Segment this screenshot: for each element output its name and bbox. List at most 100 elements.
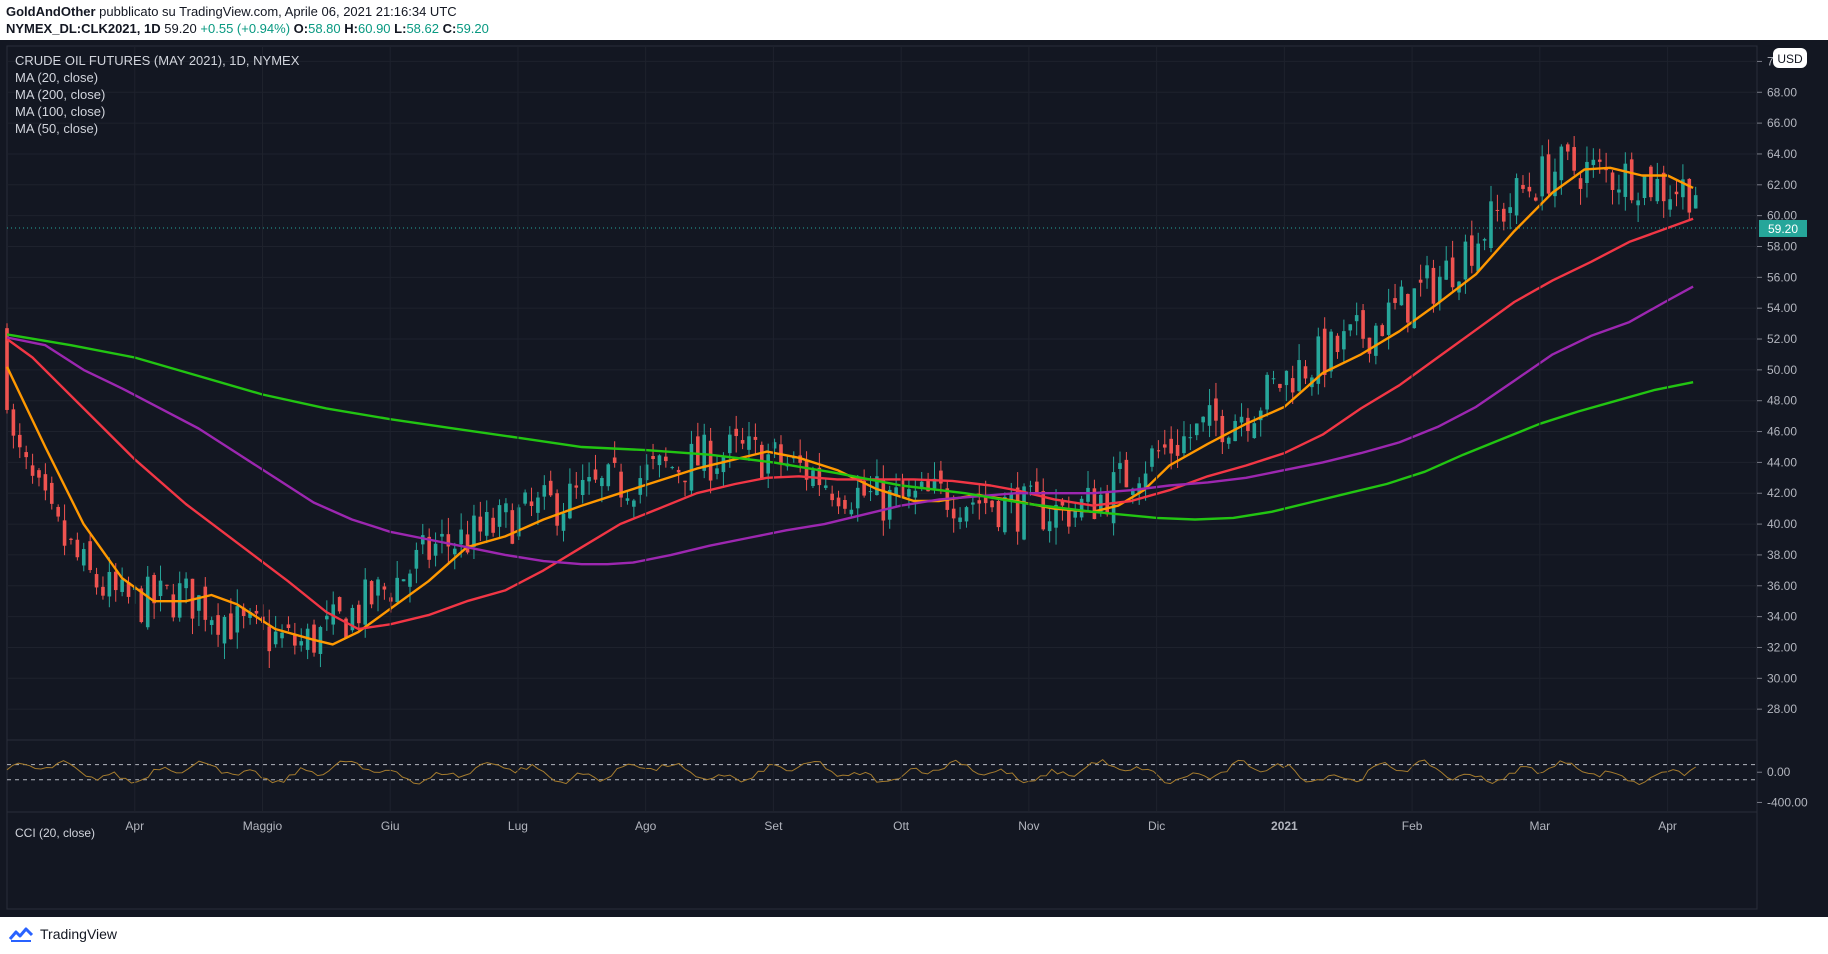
candle-body	[1533, 197, 1538, 201]
candle-body	[958, 517, 962, 522]
candle-body	[836, 497, 841, 507]
y-tick-label: 32.00	[1767, 640, 1797, 654]
candle-body	[587, 477, 591, 482]
legend-ma50[interactable]: MA (50, close)	[15, 121, 98, 136]
candle-body	[1073, 510, 1078, 518]
candle-body	[1226, 437, 1231, 444]
candle-body	[184, 578, 188, 589]
candle-body	[1118, 463, 1122, 469]
candle-body	[62, 520, 67, 546]
symbol-name[interactable]: NYMEX_DL:CLK2021, 1D	[6, 21, 161, 36]
candle-body	[1386, 302, 1391, 335]
last-price-badge	[1759, 219, 1807, 237]
candle-body	[1546, 154, 1551, 194]
candle-body	[1271, 378, 1276, 380]
candle-body	[120, 579, 124, 592]
candle-body	[523, 492, 527, 504]
candle-body	[312, 624, 316, 653]
candle-body	[1207, 405, 1212, 426]
candle-body	[670, 467, 675, 469]
candle-body	[817, 467, 822, 486]
candle-body	[504, 503, 508, 513]
candle-body	[747, 436, 751, 450]
candle-body	[644, 464, 649, 481]
y-tick-label: 54.00	[1767, 301, 1797, 315]
legend-ma20[interactable]: MA (20, close)	[15, 70, 98, 85]
candle-body	[990, 500, 994, 508]
y-tick-label: 44.00	[1767, 455, 1797, 469]
candle-body	[1278, 383, 1282, 388]
time-axis[interactable]: Apr Maggio Giu Lug Ago Set Ott Nov Dic 2021 Feb Mar…	[125, 46, 1677, 833]
candle-body	[875, 476, 879, 496]
candle-body	[529, 501, 534, 506]
tradingview-brand[interactable]: TradingView	[8, 925, 117, 943]
close-label: C:	[442, 21, 457, 36]
candle-body	[849, 509, 854, 515]
high-label: H:	[344, 21, 358, 36]
legend-ma200[interactable]: MA (200, close)	[15, 87, 105, 102]
candle-body	[676, 469, 681, 473]
candle-body	[855, 487, 860, 509]
candle-body	[152, 574, 156, 604]
candle-body	[1035, 481, 1039, 494]
last-price-tag: 59.20	[1768, 222, 1798, 236]
candle-body	[395, 577, 399, 602]
candle-body	[1303, 366, 1308, 379]
candle-body	[1329, 331, 1333, 372]
candle-body	[1092, 488, 1097, 520]
candle-body	[1194, 423, 1199, 436]
candle-body	[1674, 191, 1679, 195]
y-tick-label: 46.00	[1767, 425, 1797, 439]
author-name[interactable]: GoldAndOther	[6, 4, 96, 19]
y-tick-label: 58.00	[1767, 239, 1797, 253]
candle-body	[1431, 267, 1436, 304]
candle-body	[145, 576, 150, 628]
candle-body	[401, 579, 406, 582]
candle-body	[1489, 201, 1493, 249]
candle-body	[1412, 288, 1417, 329]
candle-body	[868, 491, 873, 493]
candle-body	[568, 483, 572, 519]
last-price: 59.20	[164, 21, 197, 36]
currency-badge[interactable]: USD	[1773, 48, 1807, 68]
candle-body	[1086, 487, 1090, 502]
y-tick-label: 52.00	[1767, 332, 1797, 346]
candle-body	[1668, 199, 1672, 210]
x-tick-label: Feb	[1402, 819, 1423, 833]
candle-body	[1399, 286, 1404, 306]
candle-body	[1239, 416, 1244, 423]
x-tick-label: Nov	[1018, 819, 1039, 833]
x-tick-label: Maggio	[243, 819, 283, 833]
candle-body	[951, 508, 956, 519]
candle-body	[1642, 175, 1647, 199]
candle-body	[1476, 243, 1481, 272]
x-tick-label: 2021	[1271, 819, 1298, 833]
candle-body	[830, 493, 834, 501]
cci-tick-label: -400.00	[1767, 795, 1808, 809]
price-chart[interactable]: 28.00 30.00 32.00 34.00 36.00 38.00 40.00 42.00…	[0, 40, 1828, 917]
candle-body	[548, 480, 553, 496]
candle-body	[484, 512, 489, 536]
candle-body	[1623, 163, 1628, 197]
candle-body	[88, 541, 92, 571]
legend-ma100[interactable]: MA (100, close)	[15, 104, 105, 119]
price-axis[interactable]: 28.00 30.00 32.00 34.00 36.00 38.00 40.00 42.00…	[7, 54, 1797, 716]
chart-header: GoldAndOther pubblicato su TradingView.c…	[0, 0, 1828, 40]
candle-body	[81, 549, 86, 566]
candle-body	[1470, 235, 1474, 266]
candle-body	[510, 510, 515, 544]
y-tick-label: 48.00	[1767, 394, 1797, 408]
candle-body	[894, 487, 898, 496]
cci-legend[interactable]: CCI (20, close)	[15, 826, 95, 840]
candle-body	[1578, 178, 1583, 189]
candles	[5, 136, 1698, 669]
candle-body	[542, 485, 547, 497]
publish-line: GoldAndOther pubblicato su TradingView.c…	[6, 4, 457, 19]
candle-body	[1054, 504, 1058, 528]
candle-body	[433, 543, 438, 556]
tradingview-logo-icon	[8, 927, 34, 942]
candle-body	[1636, 200, 1640, 206]
candle-body	[293, 634, 297, 646]
candle-body	[1572, 147, 1576, 171]
candle-body	[37, 470, 41, 478]
